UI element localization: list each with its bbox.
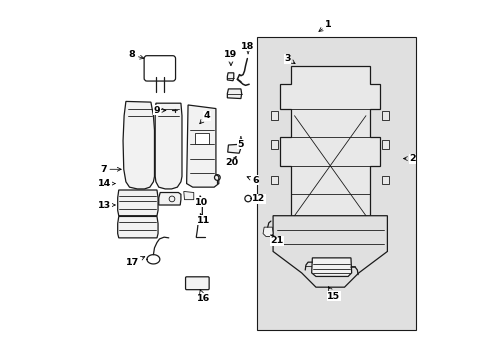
Text: 10: 10 [195,196,208,207]
Bar [381,140,388,149]
Polygon shape [118,216,158,238]
Polygon shape [118,190,158,216]
Text: 14: 14 [98,179,115,188]
Text: 20: 20 [225,157,238,167]
Polygon shape [186,105,218,187]
Text: 21: 21 [269,235,283,245]
Polygon shape [263,227,272,237]
Text: 17: 17 [126,256,144,267]
Text: 4: 4 [200,111,210,124]
Polygon shape [227,89,241,99]
Text: 13: 13 [98,201,115,210]
Text: 1: 1 [318,20,331,31]
Bar [257,37,415,330]
Text: 6: 6 [246,176,258,185]
Polygon shape [227,73,233,81]
Polygon shape [272,216,386,287]
Text: 7: 7 [100,165,121,174]
Bar [195,133,208,144]
Text: 8: 8 [128,50,143,59]
Text: 16: 16 [196,290,210,303]
Bar [271,140,278,149]
FancyBboxPatch shape [144,56,175,81]
Text: 5: 5 [237,136,244,149]
Bar [381,176,388,184]
Polygon shape [311,258,351,276]
Polygon shape [123,102,154,189]
Polygon shape [159,193,181,205]
Text: 19: 19 [224,50,237,66]
Text: 9: 9 [153,106,165,115]
Text: 11: 11 [196,213,210,225]
Bar [271,176,278,184]
Text: 12: 12 [250,194,265,203]
Bar [381,111,388,120]
Text: 2: 2 [403,154,415,163]
Polygon shape [280,66,380,216]
FancyBboxPatch shape [185,277,209,290]
Text: 18: 18 [241,41,254,54]
Polygon shape [183,192,193,200]
Text: 15: 15 [326,287,340,301]
Text: 3: 3 [284,54,294,64]
Polygon shape [227,144,241,153]
Polygon shape [155,103,182,189]
Bar [271,111,278,120]
